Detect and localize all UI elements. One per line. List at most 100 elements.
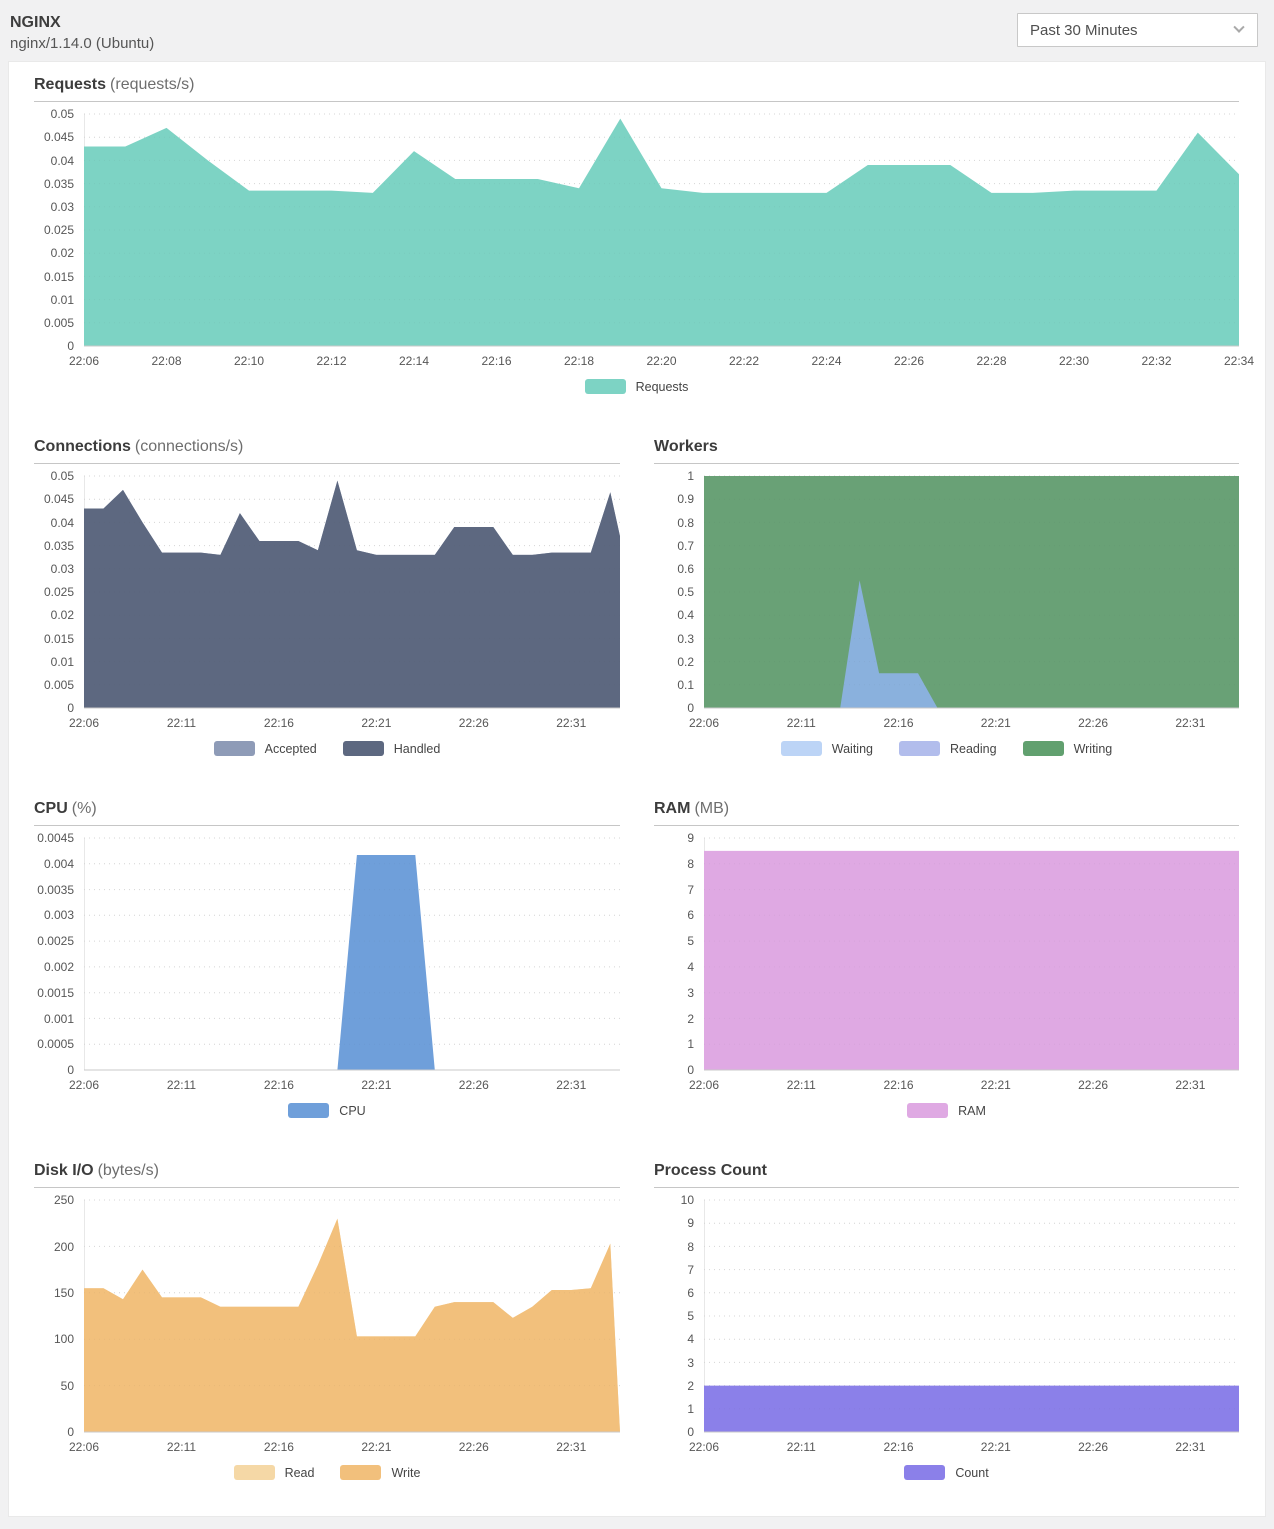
chart-title-text: RAM bbox=[654, 800, 691, 818]
plot-column: 22:06 22:11 22:16 22:21 22:26 22:31 bbox=[689, 475, 1239, 733]
time-range-select[interactable]: Past 30 Minutes bbox=[1017, 13, 1258, 47]
legend-item-writing[interactable]: Writing bbox=[1022, 741, 1113, 757]
x-tick-label: 22:22 bbox=[728, 354, 760, 369]
plot-column: 22:06 22:08 22:10 22:12 22:14 22:16 22:18 22:20… bbox=[69, 113, 1254, 371]
legend-item-write[interactable]: Write bbox=[340, 1465, 421, 1481]
process-count-section: Process Count 10 9 8 7 6 5 4 3 2 1 0 22:06 22:11 22:… bbox=[654, 1162, 1239, 1481]
legend-swatch bbox=[340, 1465, 382, 1481]
legend-label: Accepted bbox=[264, 741, 317, 756]
chart-canvas[interactable] bbox=[704, 475, 1239, 709]
plot-column: 22:06 22:11 22:16 22:21 22:26 22:31 bbox=[689, 1199, 1239, 1457]
legend-label: Count bbox=[955, 1465, 989, 1480]
y-tick-label: 0.04 bbox=[50, 515, 74, 530]
chart-canvas[interactable] bbox=[704, 837, 1239, 1071]
chart-unit-text: (MB) bbox=[694, 800, 730, 818]
y-tick-label: 0.045 bbox=[43, 492, 74, 507]
y-tick-label: 0.035 bbox=[43, 538, 74, 553]
chart-canvas[interactable] bbox=[84, 475, 620, 709]
y-tick-label: 2 bbox=[687, 1011, 694, 1026]
y-tick-label: 0 bbox=[67, 701, 74, 716]
x-tick-label: 22:21 bbox=[361, 1440, 392, 1455]
legend-swatch bbox=[342, 741, 384, 757]
y-tick-label: 1 bbox=[687, 469, 694, 484]
charts-row-2: CPU (%) 0.0045 0.004 0.0035 0.003 0.0025 0.002… bbox=[34, 800, 1239, 1119]
x-tick-label: 22:21 bbox=[980, 1440, 1011, 1455]
chart-canvas[interactable] bbox=[84, 113, 1239, 347]
legend-item-waiting[interactable]: Waiting bbox=[780, 741, 873, 757]
x-tick-label: 22:16 bbox=[263, 716, 294, 731]
legend-item-ram[interactable]: RAM bbox=[907, 1103, 986, 1119]
app-title-block: NGINX nginx/1.14.0 (Ubuntu) bbox=[10, 13, 154, 52]
x-tick-label: 22:21 bbox=[980, 716, 1011, 731]
chart-unit-text: (bytes/s) bbox=[97, 1162, 159, 1180]
chart-title-cpu: CPU (%) bbox=[34, 800, 620, 827]
x-tick-label: 22:28 bbox=[976, 354, 1007, 369]
chart-canvas[interactable] bbox=[84, 837, 620, 1071]
requests-chart: 0.05 0.045 0.04 0.035 0.03 0.025 0.02 0.015 0.01… bbox=[34, 107, 1254, 371]
y-tick-label: 7 bbox=[687, 1262, 694, 1277]
x-tick-label: 22:06 bbox=[68, 1440, 100, 1455]
x-tick-label: 22:14 bbox=[398, 354, 430, 369]
legend-label: RAM bbox=[958, 1103, 986, 1118]
cpu-section: CPU (%) 0.0045 0.004 0.0035 0.003 0.0025 0.002… bbox=[34, 800, 620, 1119]
chart-canvas[interactable] bbox=[84, 1199, 620, 1433]
legend-item-requests[interactable]: Requests bbox=[584, 379, 688, 395]
legend-item-reading[interactable]: Reading bbox=[898, 741, 997, 757]
chart-title-workers: Workers bbox=[654, 438, 1239, 465]
legend-label: Reading bbox=[949, 741, 997, 756]
legend-item-handled[interactable]: Handled bbox=[342, 741, 440, 757]
chart-title-text: Requests bbox=[34, 76, 107, 94]
x-tick-label: 22:06 bbox=[688, 1440, 720, 1455]
y-tick-label: 0.9 bbox=[677, 492, 694, 507]
y-tick-label: 9 bbox=[687, 831, 694, 846]
x-tick-label: 22:11 bbox=[786, 1440, 816, 1455]
legend-item-read[interactable]: Read bbox=[233, 1465, 314, 1481]
process-count-plot[interactable] bbox=[704, 1199, 1239, 1433]
y-tick-label: 0.0025 bbox=[37, 934, 74, 949]
chart-unit-text: (connections/s) bbox=[134, 438, 244, 456]
y-tick-label: 5 bbox=[687, 934, 694, 949]
y-tick-label: 0.025 bbox=[43, 223, 74, 238]
ram-chart: 9 8 7 6 5 4 3 2 1 0 22:06 22:11 22:16 22:21 22:26 22:3… bbox=[654, 831, 1239, 1095]
x-tick-label: 22:08 bbox=[151, 354, 182, 369]
disk-io-plot[interactable] bbox=[84, 1199, 620, 1433]
y-tick-label: 0 bbox=[67, 1425, 74, 1440]
y-axis: 1 0.9 0.8 0.7 0.6 0.5 0.4 0.3 0.2 0.1 0 bbox=[654, 469, 704, 715]
x-tick-label: 22:31 bbox=[1175, 1078, 1206, 1093]
legend-swatch bbox=[780, 741, 822, 757]
legend-label: Writing bbox=[1073, 741, 1113, 756]
x-tick-label: 22:06 bbox=[688, 1078, 720, 1093]
app-title: NGINX bbox=[10, 14, 61, 31]
chart-canvas[interactable] bbox=[704, 1199, 1239, 1433]
x-tick-label: 22:11 bbox=[166, 1440, 197, 1455]
y-tick-label: 6 bbox=[687, 1285, 694, 1300]
x-tick-label: 22:06 bbox=[68, 716, 100, 731]
legend-label: Write bbox=[391, 1465, 421, 1480]
y-tick-label: 0.005 bbox=[43, 677, 74, 692]
x-axis: 22:06 22:11 22:16 22:21 22:26 22:31 bbox=[69, 1071, 620, 1095]
charts-row-3: Disk I/O (bytes/s) 250 200 150 100 50 0 22:06 2… bbox=[34, 1162, 1239, 1481]
requests-plot[interactable] bbox=[84, 113, 1239, 347]
connections-plot[interactable] bbox=[84, 475, 620, 709]
connections-legend: Accepted Handled bbox=[34, 741, 620, 757]
dashboard-card: Requests (requests/s) 0.05 0.045 0.04 0.035 0… bbox=[8, 61, 1266, 1518]
workers-section: Workers 1 0.9 0.8 0.7 0.6 0.5 0.4 0.3 0.2 0.1 0 22… bbox=[654, 438, 1239, 757]
legend-item-accepted[interactable]: Accepted bbox=[213, 741, 317, 757]
y-tick-label: 8 bbox=[687, 856, 694, 871]
legend-item-cpu[interactable]: CPU bbox=[288, 1103, 366, 1119]
cpu-plot[interactable] bbox=[84, 837, 620, 1071]
x-axis: 22:06 22:11 22:16 22:21 22:26 22:31 bbox=[69, 709, 620, 733]
y-tick-label: 10 bbox=[680, 1193, 694, 1208]
x-axis: 22:06 22:11 22:16 22:21 22:26 22:31 bbox=[689, 1433, 1239, 1457]
y-tick-label: 0.1 bbox=[677, 677, 694, 692]
y-tick-label: 100 bbox=[53, 1332, 74, 1347]
chart-unit-text: (requests/s) bbox=[110, 76, 195, 94]
x-axis: 22:06 22:11 22:16 22:21 22:26 22:31 bbox=[69, 1433, 620, 1457]
x-tick-label: 22:10 bbox=[233, 354, 265, 369]
legend-item-count[interactable]: Count bbox=[904, 1465, 989, 1481]
ram-plot[interactable] bbox=[704, 837, 1239, 1071]
workers-plot[interactable] bbox=[704, 475, 1239, 709]
y-tick-label: 0.2 bbox=[677, 654, 694, 669]
x-tick-label: 22:21 bbox=[361, 1078, 392, 1093]
